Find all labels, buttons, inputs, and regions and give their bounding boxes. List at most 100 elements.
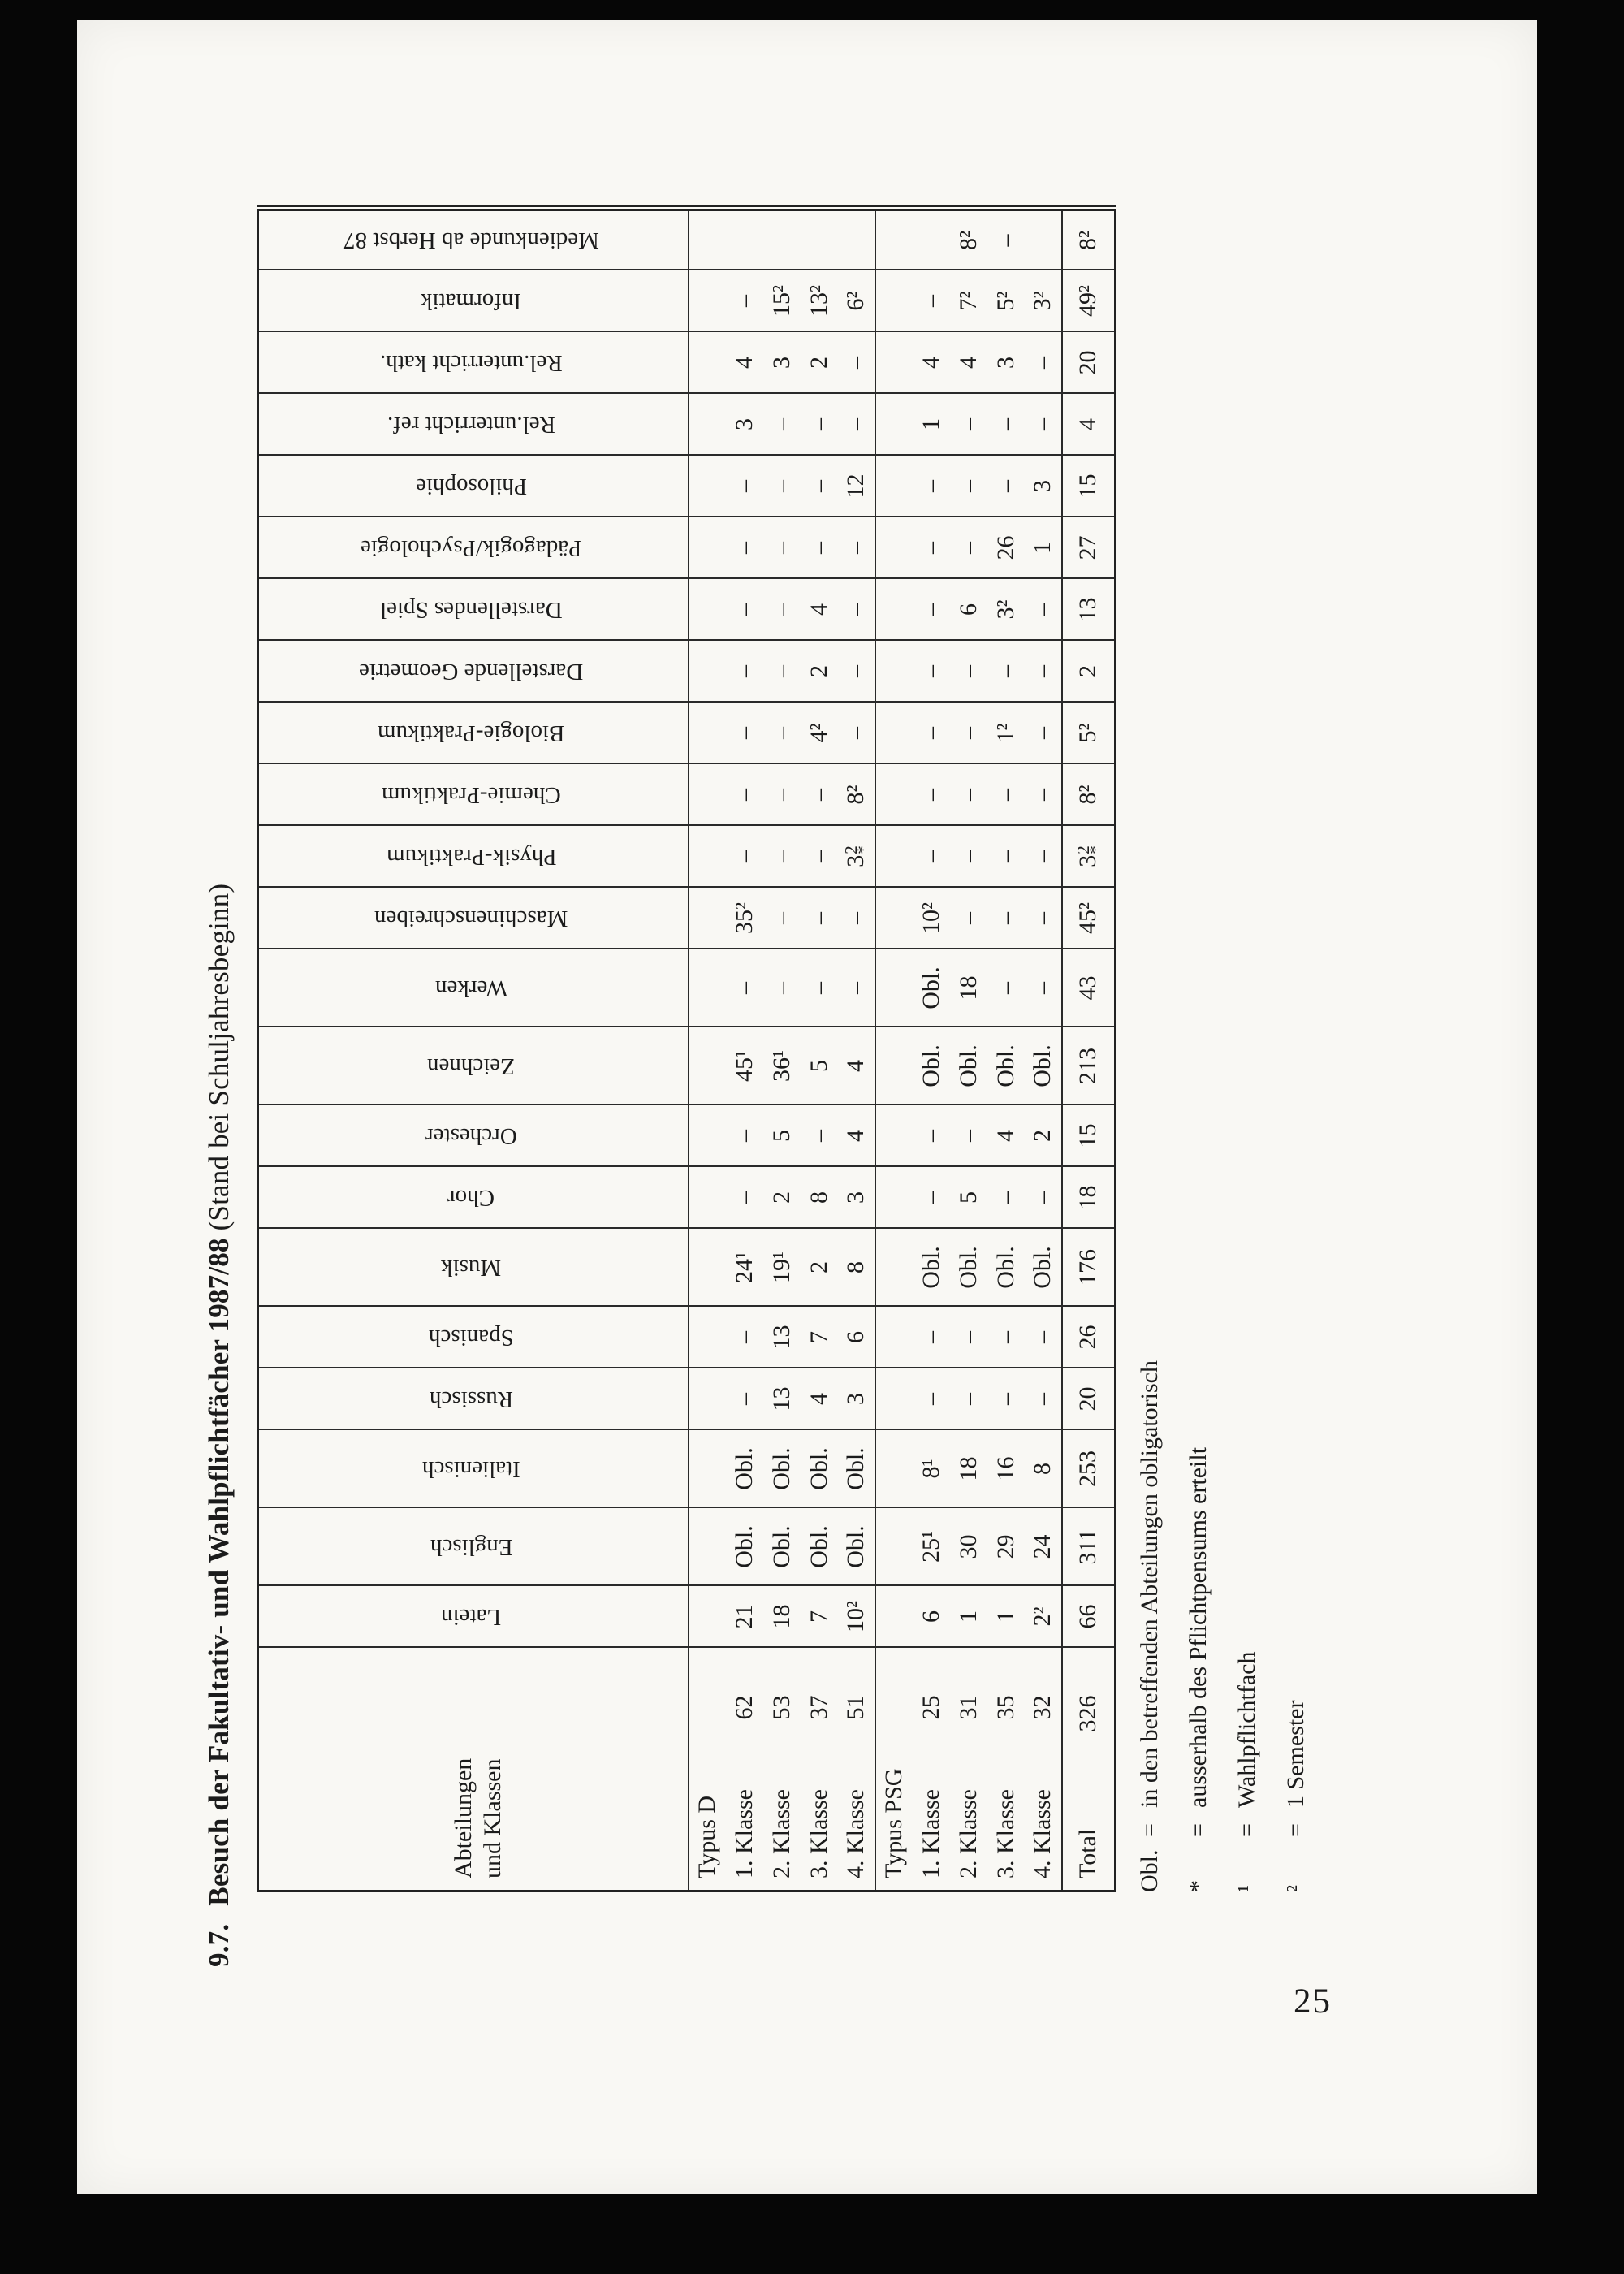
data-cell: 4 (800, 1368, 838, 1430)
data-cell: 3 (1024, 455, 1062, 517)
data-cell: – (725, 455, 763, 517)
data-cell: 36¹ (762, 1027, 801, 1105)
class-row: 4. Klasse 51 10² Obl. Obl. 3 6 8 3 4 4– –3 2 * 8² – – – –1… (837, 208, 875, 1891)
class-row: 4. Klasse 32 2² 24 8– – Obl. –2 Obl. – – – – – – –1 3– –3… (1024, 208, 1062, 1891)
data-cell (688, 1585, 726, 1648)
data-cell: 13 (762, 1306, 801, 1368)
class-row: 2. Klasse 31 1 30 18– – Obl. 5– Obl. 18– – – – –6– – –4… (949, 208, 987, 1891)
data-cell: 18 (762, 1585, 801, 1648)
data-cell: 5 (800, 1027, 838, 1105)
data-cell: 21 (725, 1585, 763, 1648)
data-cell (875, 1105, 913, 1167)
data-cell: 45¹ (725, 1027, 763, 1105)
data-cell: – (800, 763, 838, 826)
subject-header: Chemie-Praktikum (257, 763, 689, 826)
footnote-text: Wahlpflichtfach (1233, 1651, 1260, 1809)
data-cell: – (837, 578, 875, 641)
data-cell: – (949, 702, 987, 764)
row-label: 4. Klasse (842, 1789, 869, 1878)
data-cell: 7 (800, 1306, 838, 1368)
data-cell: – (912, 825, 950, 888)
subject-header: Darstellende Geometrie (257, 640, 689, 703)
data-cell (688, 640, 726, 703)
data-cell (912, 208, 950, 270)
data-cell: – (837, 517, 875, 579)
footnote-equals: = (1136, 1823, 1163, 1837)
data-cell: – (762, 393, 801, 456)
data-cell (688, 1306, 726, 1368)
class-size: 326 (1074, 1695, 1102, 1732)
footnote-equals: = (1233, 1823, 1260, 1837)
data-cell: 1 (949, 1585, 987, 1648)
data-cell: – (912, 1306, 950, 1368)
row-label: 1. Klasse (730, 1789, 758, 1878)
data-cell: – (912, 578, 950, 641)
data-cell: 45² (1061, 887, 1116, 949)
data-cell: Obl. (912, 1027, 950, 1105)
data-cell: 2 (1024, 1105, 1062, 1167)
data-cell (875, 331, 913, 394)
data-cell: 5² (987, 270, 1025, 332)
data-cell: 18 (949, 949, 987, 1027)
class-size: 35 (991, 1695, 1019, 1720)
data-cell: 43 (1061, 949, 1116, 1027)
class-size: 53 (767, 1695, 795, 1720)
data-cell: – (949, 825, 987, 888)
data-cell: – (762, 825, 801, 888)
data-cell: – (762, 702, 801, 764)
data-cell: – (987, 887, 1025, 949)
data-cell: 8² (1061, 208, 1116, 270)
data-cell: 3 2 * (837, 825, 875, 888)
data-cell: – (949, 763, 987, 826)
class-row: 1. Klasse 25 6 25¹ 8¹ – – Obl. – – Obl. Obl. 10² – – – –… (912, 208, 950, 1891)
footnote-marker: * (1185, 1880, 1212, 1892)
data-cell: – (800, 1105, 838, 1167)
data-cell (837, 208, 875, 270)
subject-header: Italienisch (257, 1429, 689, 1508)
data-cell: – (949, 1368, 987, 1430)
data-cell: 4 (837, 1105, 875, 1167)
row-label: 3. Klasse (991, 1789, 1019, 1878)
data-cell: 4 (725, 331, 763, 394)
data-cell: – (800, 825, 838, 888)
data-cell: – (1024, 763, 1062, 826)
data-cell (875, 825, 913, 888)
data-cell: – (725, 825, 763, 888)
data-cell: – (762, 763, 801, 826)
row-label-cell: 4. Klasse 32 (1025, 1648, 1062, 1891)
footnote-equals: = (1282, 1823, 1309, 1837)
group-row: Typus PSG (875, 208, 913, 1891)
row-label-cell: 3. Klasse 35 (987, 1648, 1025, 1891)
header-row: Abteilungen und Klassen Latein Englisch Ital… (257, 208, 689, 1891)
subject-header: Maschinenschreiben (257, 887, 689, 949)
data-cell: Obl. (725, 1429, 763, 1508)
rotated-content: 9.7. Besuch der Fakultativ- und Wahlpflic… (203, 203, 1340, 1974)
data-cell (875, 1166, 913, 1229)
footnote-row: * = ausserhalb des Pflichtpensums erteilt (1185, 203, 1212, 1892)
data-cell: 253 (1061, 1429, 1116, 1508)
subject-header: Orchester (257, 1105, 689, 1167)
data-cell (688, 270, 726, 332)
data-cell: Obl. (987, 1027, 1025, 1105)
data-cell: – (987, 825, 1025, 888)
data-cell: 1 (987, 1585, 1025, 1648)
row-label: 2. Klasse (767, 1789, 795, 1878)
data-cell: – (1024, 887, 1062, 949)
data-cell: – (1024, 640, 1062, 703)
data-cell: 8 (1024, 1429, 1062, 1508)
data-cell: – (837, 702, 875, 764)
data-cell: – (912, 270, 950, 332)
data-cell: 3 (762, 331, 801, 394)
data-cell: 6 (949, 578, 987, 641)
data-cell (1024, 208, 1062, 270)
data-cell: 3² (1024, 270, 1062, 332)
data-cell (875, 1306, 913, 1368)
data-cell: 1² (987, 702, 1025, 764)
data-cell: 8² (949, 208, 987, 270)
data-cell: 2 (800, 1228, 838, 1307)
subject-header: Darstellendes Spiel (257, 578, 689, 641)
data-cell: – (987, 949, 1025, 1027)
data-cell: 5 (762, 1105, 801, 1167)
data-cell (875, 1228, 913, 1307)
